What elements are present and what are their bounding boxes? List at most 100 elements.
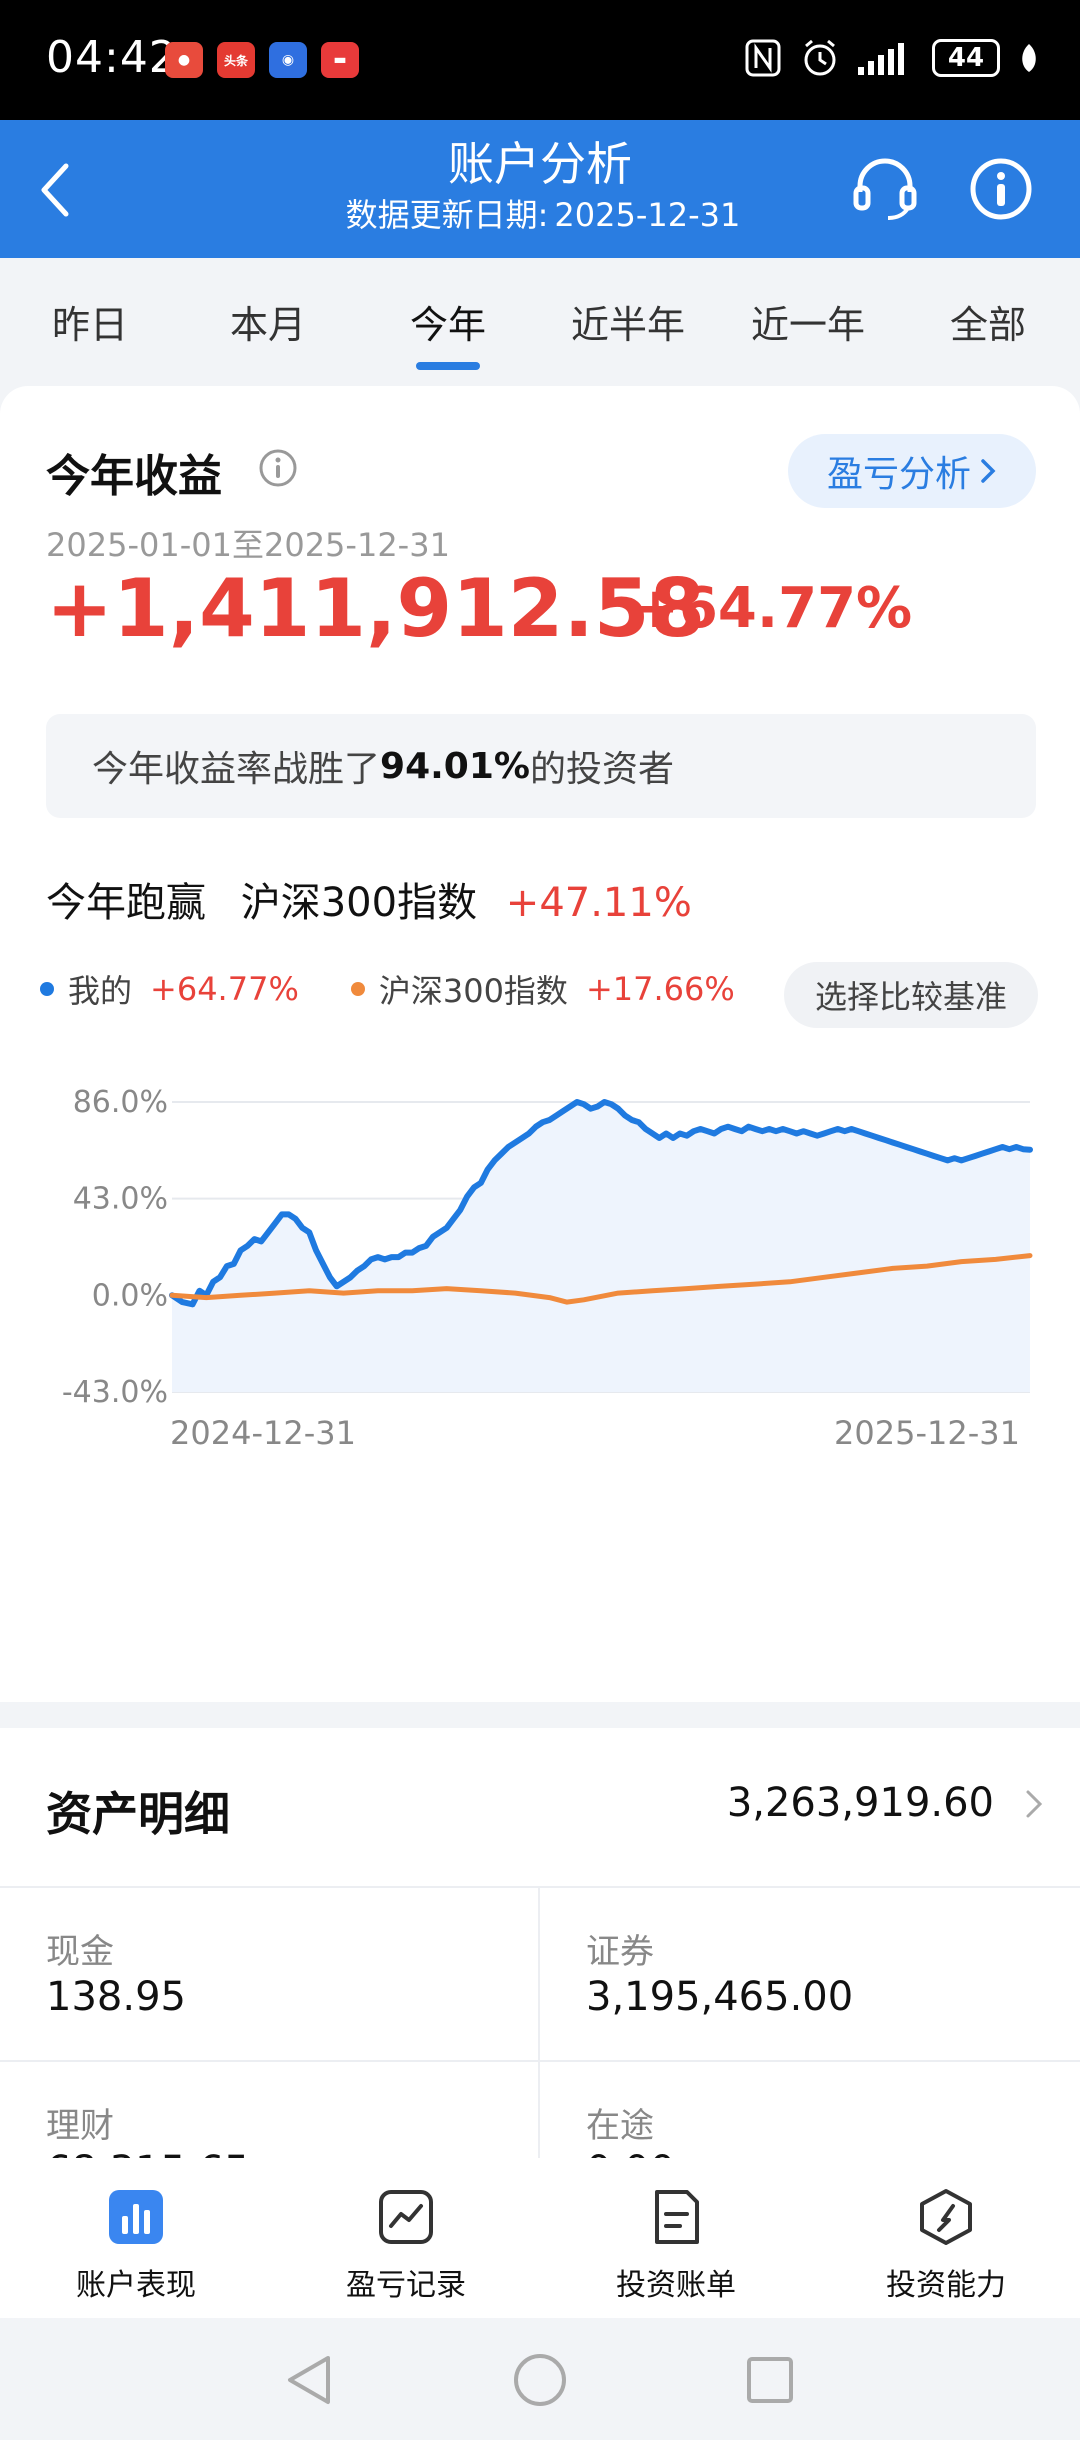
nav-account-performance[interactable]: 账户表现 bbox=[36, 2188, 236, 2304]
compare-benchmark-button[interactable]: 选择比较基准 bbox=[784, 962, 1038, 1028]
system-back-icon[interactable] bbox=[284, 2354, 334, 2406]
wealth-label: 理财 bbox=[46, 2106, 114, 2146]
customer-service-button[interactable] bbox=[850, 154, 920, 228]
tab-yesterday[interactable]: 昨日 bbox=[51, 303, 128, 347]
active-tab-indicator bbox=[416, 362, 480, 370]
update-date: 数据更新日期: 2025-12-31 bbox=[0, 190, 1080, 236]
system-recents-icon[interactable] bbox=[746, 2356, 794, 2404]
legend-dot-index bbox=[350, 982, 365, 996]
nav-pl-records[interactable]: 盈亏记录 bbox=[306, 2188, 506, 2304]
area-mine bbox=[172, 1102, 1030, 1392]
page-title: 账户分析 bbox=[448, 137, 632, 191]
bar-chart-icon bbox=[109, 2190, 163, 2244]
date-range: 2025-01-01至2025-12-31 bbox=[46, 526, 450, 564]
beat-investors-banner: 今年收益率战胜了 94.01% 的投资者 bbox=[46, 714, 1036, 818]
securities-value: 3,195,465.00 bbox=[586, 1974, 854, 2020]
outperform-value: +47.11% bbox=[505, 880, 692, 926]
earnings-title: 今年收益 bbox=[46, 451, 222, 502]
leaf-icon bbox=[1022, 44, 1036, 72]
asset-detail-card: 资产明细 3,263,919.60 现金 138.95 证券 3,195,465… bbox=[0, 1728, 1080, 2194]
nav-investment-bill[interactable]: 投资账单 bbox=[576, 2188, 776, 2304]
asset-total[interactable]: 3,263,919.60 bbox=[726, 1780, 994, 1826]
legend-mine-value: +64.77% bbox=[150, 970, 299, 1008]
nav-label: 投资账单 bbox=[616, 2268, 736, 2303]
earnings-info-button[interactable] bbox=[258, 448, 298, 492]
tab-half-year[interactable]: 近半年 bbox=[570, 303, 685, 347]
pl-analysis-button[interactable]: 盈亏分析 bbox=[788, 434, 1036, 508]
legend-index: 沪深300指数 +17.66% bbox=[350, 966, 735, 1012]
nav-label: 账户表现 bbox=[76, 2268, 196, 2303]
outperform-label: 今年跑赢 bbox=[46, 880, 206, 926]
legend-mine-label: 我的 bbox=[68, 972, 133, 1010]
status-right: 44 bbox=[744, 38, 1040, 78]
signal-icon bbox=[858, 43, 904, 75]
trend-icon bbox=[379, 2190, 433, 2244]
cash-value: 138.95 bbox=[46, 1974, 186, 2020]
earnings-percent: +64.77% bbox=[632, 576, 913, 641]
chevron-left-icon bbox=[41, 163, 69, 217]
legend-index-value: +17.66% bbox=[585, 970, 735, 1008]
nav-investment-ability[interactable]: 投资能力 bbox=[846, 2188, 1046, 2304]
nav-label: 盈亏记录 bbox=[346, 2268, 466, 2303]
nfc-icon bbox=[745, 39, 781, 77]
system-home-icon[interactable] bbox=[512, 2352, 568, 2408]
divider bbox=[0, 2060, 1080, 2062]
series-line-index bbox=[169, 1253, 1033, 1305]
earnings-amount: +1,411,912.58 bbox=[46, 562, 706, 655]
app-notification-icon: ▬ bbox=[321, 42, 359, 78]
asset-detail-button[interactable] bbox=[1024, 1788, 1044, 1824]
outperform-index: 沪深300指数 bbox=[240, 880, 478, 926]
tab-this-year[interactable]: 今年 bbox=[409, 303, 486, 347]
pl-analysis-label: 盈亏分析 bbox=[826, 454, 971, 495]
compass-icon bbox=[920, 2189, 972, 2245]
back-button[interactable] bbox=[36, 160, 76, 224]
info-icon bbox=[259, 449, 297, 487]
system-nav-bar bbox=[0, 2318, 1080, 2440]
info-button[interactable] bbox=[966, 154, 1036, 228]
info-icon bbox=[970, 158, 1032, 220]
status-app-icons: ● 头条 ◉ ▬ bbox=[165, 42, 359, 78]
y-tick-label: 86.0% bbox=[73, 1085, 168, 1120]
returns-chart: 86.0% 43.0% 0.0% -43.0%2024-12-31 2025-12-31 bbox=[62, 1085, 1033, 1452]
cash-label: 现金 bbox=[46, 1932, 114, 1972]
status-bar: 04:42 ● 头条 ◉ ▬ 44 bbox=[0, 0, 1080, 120]
x-tick-label: 2024-12-31 bbox=[170, 1414, 356, 1452]
y-tick-label: 43.0% bbox=[73, 1182, 168, 1217]
y-tick-label: 0.0% bbox=[92, 1278, 168, 1313]
outperform-row: 今年跑赢 沪深300指数 +47.11% bbox=[46, 870, 692, 928]
bill-icon bbox=[655, 2190, 699, 2244]
divider bbox=[0, 1886, 1080, 1888]
tab-this-month[interactable]: 本月 bbox=[229, 303, 306, 347]
y-tick-label: -43.0% bbox=[62, 1375, 168, 1410]
alarm-icon bbox=[804, 39, 836, 76]
chart-legend: 我的 +64.77% 沪深300指数 +17.66% bbox=[40, 966, 787, 1012]
earnings-card: 今年收益 盈亏分析 2025-01-01至2025-12-31 +1,411,9… bbox=[0, 386, 1080, 1702]
legend-mine: 我的 +64.77% bbox=[40, 966, 299, 1012]
legend-dot-mine bbox=[40, 982, 54, 996]
tab-one-year[interactable]: 近一年 bbox=[750, 303, 865, 347]
legend-index-label: 沪深300指数 bbox=[378, 972, 568, 1010]
headset-icon bbox=[853, 158, 917, 220]
beat-prefix: 今年收益率战胜了 bbox=[92, 749, 381, 790]
beat-value: 94.01% bbox=[380, 745, 530, 787]
nav-label: 投资能力 bbox=[886, 2268, 1006, 2303]
battery-indicator: 44 bbox=[932, 39, 1000, 77]
app-header: 账户分析 数据更新日期: 2025-12-31 bbox=[0, 120, 1080, 258]
bottom-nav: 账户表现 盈亏记录 投资账单 投资能力 bbox=[0, 2158, 1080, 2318]
status-time: 04:42 bbox=[46, 32, 178, 83]
beat-suffix: 的投资者 bbox=[529, 749, 674, 790]
asset-detail-title: 资产明细 bbox=[46, 1787, 230, 1841]
app-notification-icon: ◉ bbox=[269, 42, 307, 78]
series-line-mine bbox=[169, 1099, 1033, 1308]
x-tick-label: 2025-12-31 bbox=[834, 1414, 1020, 1452]
chevron-right-icon bbox=[1026, 1790, 1043, 1818]
in-transit-label: 在途 bbox=[586, 2106, 654, 2146]
app-notification-icon: ● bbox=[165, 42, 203, 78]
period-tabs: 昨日 本月 今年 近半年 近一年 全部 bbox=[0, 258, 1080, 386]
update-date-label: 数据更新日期: bbox=[345, 196, 549, 234]
divider bbox=[538, 1886, 540, 2158]
tab-all[interactable]: 全部 bbox=[949, 303, 1026, 347]
update-date-value: 2025-12-31 bbox=[554, 196, 741, 234]
toutiao-notification-icon: 头条 bbox=[217, 42, 255, 78]
chevron-right-icon bbox=[981, 459, 996, 483]
